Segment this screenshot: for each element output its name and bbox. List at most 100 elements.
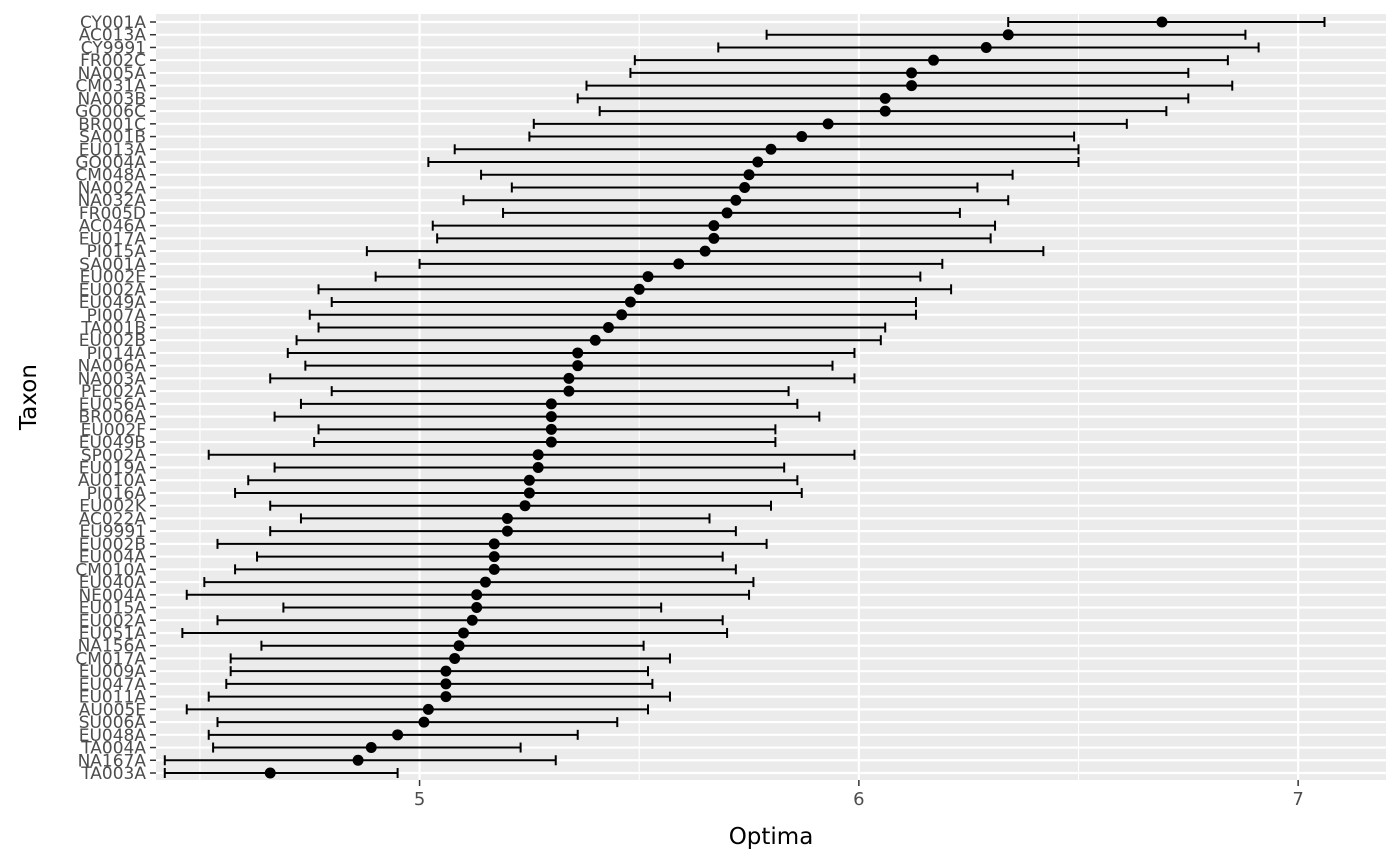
data-point	[449, 652, 461, 664]
error-bar	[185, 589, 751, 600]
data-point	[532, 449, 544, 461]
data-point	[752, 156, 764, 168]
y-tick-label: NE004A	[78, 586, 146, 606]
data-point	[523, 487, 535, 499]
data-point	[352, 754, 364, 766]
y-tick-label: CM048A	[75, 166, 146, 186]
data-point	[1156, 16, 1168, 28]
y-tick-label: EU047A	[79, 675, 147, 695]
y-tick-label: SU006A	[79, 713, 147, 733]
data-point	[708, 220, 720, 232]
y-tick-label: PI015A	[87, 242, 147, 262]
data-point	[906, 80, 918, 92]
y-tick-label: PI014A	[87, 344, 147, 364]
error-bar	[203, 577, 755, 588]
error-bar	[234, 487, 803, 498]
y-tick-label: NA156A	[78, 637, 147, 657]
y-tick-label: CY9991	[81, 38, 146, 58]
data-point	[440, 665, 452, 677]
data-point	[471, 602, 483, 614]
error-bar	[163, 768, 399, 778]
data-point	[545, 436, 557, 448]
y-tick-label: EU002F	[81, 420, 146, 440]
y-tick-label: EU040A	[79, 573, 147, 593]
y-tick-label: AU005E	[79, 700, 146, 720]
error-bar	[273, 462, 786, 473]
data-point	[479, 576, 491, 588]
error-bar	[313, 437, 777, 448]
y-tick-label: CY001A	[80, 13, 146, 33]
error-bars	[163, 17, 1326, 778]
error-bar	[207, 449, 856, 460]
data-point	[879, 92, 891, 104]
y-tick-label: TA003A	[80, 764, 146, 784]
y-tick-label: EU017A	[79, 229, 147, 249]
y-tick-label: EU051A	[79, 624, 147, 644]
data-point	[928, 54, 940, 66]
data-point	[616, 309, 628, 321]
error-bar	[317, 322, 887, 333]
y-tick-label: EU002A	[79, 611, 147, 631]
y-tick-label: EU048A	[79, 726, 147, 746]
y-tick-label: EU011A	[79, 688, 147, 708]
x-axis-title: Optima	[729, 824, 814, 850]
data-point	[440, 691, 452, 703]
y-tick-label: GO006C	[75, 102, 146, 122]
data-point	[458, 627, 469, 639]
data-point	[708, 232, 720, 244]
data-point	[572, 347, 584, 359]
y-tick-label: CM010A	[75, 560, 146, 580]
y-tick-label: CM017A	[75, 649, 146, 669]
error-bar	[207, 691, 671, 702]
y-tick-label: AC013A	[79, 26, 147, 46]
data-point	[796, 131, 808, 143]
data-point	[563, 372, 575, 384]
data-point	[721, 207, 733, 219]
data-point	[545, 398, 557, 410]
y-tick-label: NA003A	[78, 369, 147, 389]
y-tick-label: FR005D	[79, 204, 146, 224]
y-tick-label: NA006A	[78, 357, 147, 377]
y-tick-label: BR001C	[78, 115, 146, 135]
data-point	[532, 462, 544, 474]
x-gridlines	[199, 14, 1300, 780]
data-point	[392, 729, 404, 741]
error-bar	[260, 640, 645, 651]
data-point	[765, 143, 777, 155]
data-point	[501, 512, 513, 524]
data-points	[264, 16, 1168, 779]
y-tick-label: EU049B	[79, 433, 146, 453]
y-tick-label: EU002B	[79, 331, 146, 351]
y-tick-label: CM031A	[75, 77, 146, 97]
y-tick-label: PE002A	[81, 382, 146, 402]
y-tick-label: TA004A	[80, 739, 146, 759]
error-bar	[216, 717, 619, 728]
y-tick-label: AU010A	[78, 471, 147, 491]
y-tick-label: GO004A	[75, 153, 146, 173]
y-axis-title: Taxon	[16, 364, 42, 431]
error-bar	[185, 704, 649, 715]
y-tick-label: NA002A	[78, 178, 147, 198]
x-tick-label: 7	[1292, 789, 1303, 810]
data-point	[545, 411, 557, 423]
y-tick-label: NA032A	[78, 191, 147, 211]
y-tick-label: EU013A	[79, 140, 147, 160]
y-tick-label: EU9991	[80, 522, 146, 542]
data-point	[545, 423, 557, 435]
error-bar	[286, 347, 856, 358]
data-point	[879, 105, 891, 117]
y-tick-label: EU002K	[79, 497, 147, 517]
data-point	[453, 640, 465, 652]
data-point	[906, 67, 918, 79]
error-bar	[229, 666, 649, 677]
y-tick-label: FR002C	[80, 51, 146, 71]
error-bar	[308, 309, 917, 320]
y-tick-label: BR006A	[78, 408, 146, 428]
data-point	[365, 742, 377, 754]
y-tick-label: NA167A	[78, 751, 147, 771]
data-point	[488, 551, 500, 563]
x-tick-label: 5	[414, 789, 425, 810]
data-point	[1002, 29, 1014, 41]
error-bar	[295, 335, 882, 346]
data-point	[519, 500, 531, 512]
